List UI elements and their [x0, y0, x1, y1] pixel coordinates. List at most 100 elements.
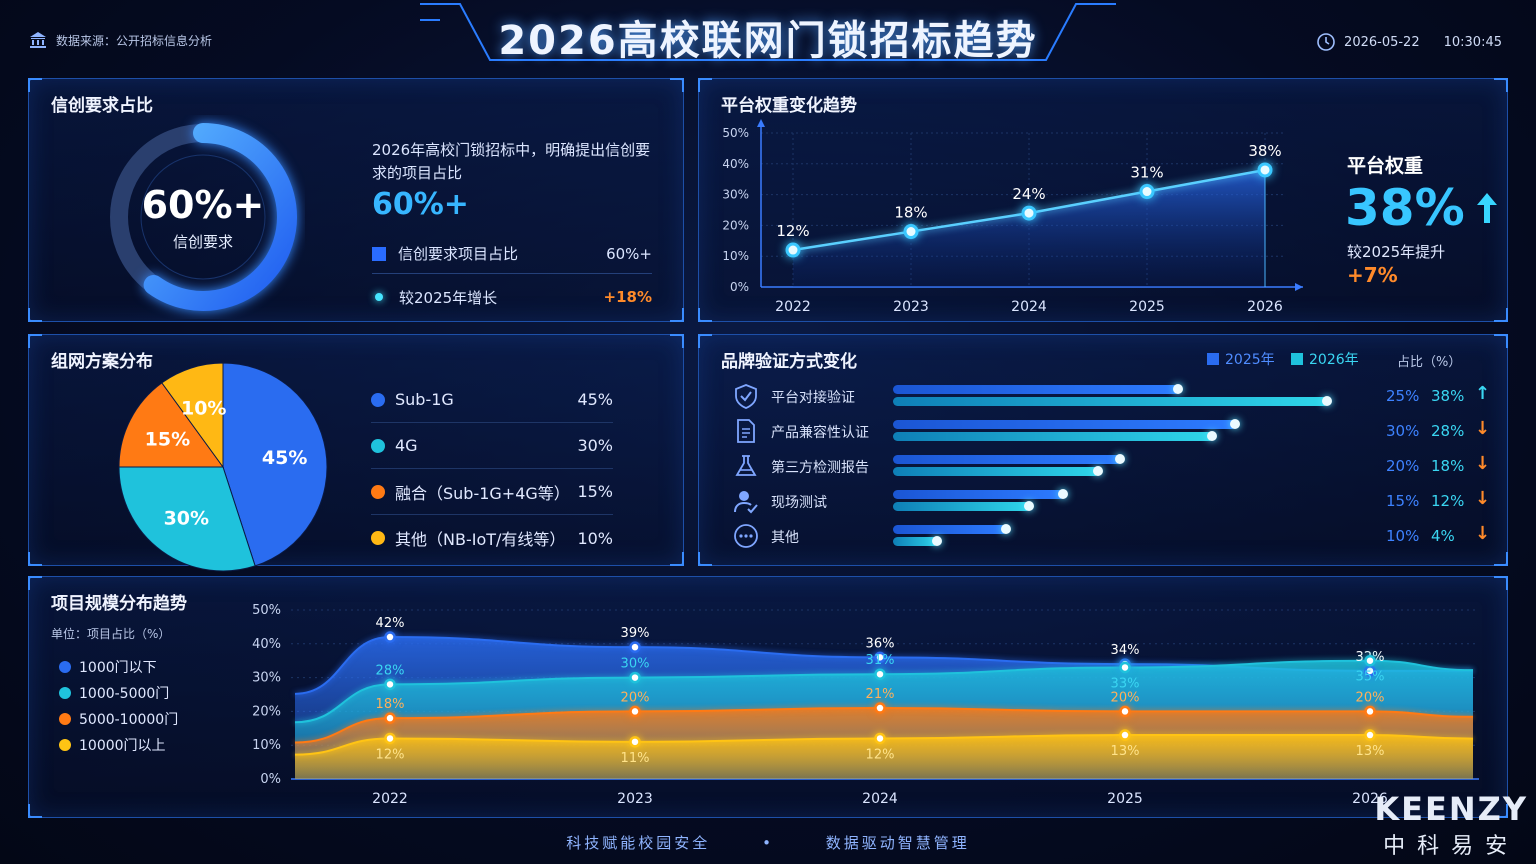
- bar-row: 其他 10% 4% ↓: [729, 519, 1490, 553]
- scale-panel: 项目规模分布趋势 单位：项目占比（%） 1000门以下 1000-5000门 500…: [28, 576, 1508, 818]
- x-tick-label: 2026: [1352, 791, 1388, 807]
- value-2026: 18%: [1431, 457, 1465, 475]
- clock-icon: [1317, 33, 1335, 51]
- legend-item: 1000门以下: [59, 657, 157, 677]
- data-point: [1364, 654, 1376, 667]
- x-tick-label: 2025: [1129, 299, 1165, 315]
- data-point: [629, 705, 641, 718]
- panel-title: 项目规模分布趋势: [51, 594, 187, 614]
- bar-label: 现场测试: [771, 495, 827, 511]
- data-point: [1139, 184, 1155, 200]
- data-point: [384, 712, 396, 724]
- platform-panel: 平台权重变化趋势 0% 10% 20% 30% 40% 50% 12% 2022 18% 2023…: [698, 78, 1508, 322]
- legend-label: Sub-1G: [395, 390, 454, 409]
- row-label: 信创要求项目占比: [398, 245, 519, 263]
- legend-dot: [371, 531, 385, 545]
- description: 2026年高校门锁招标中，明确提出信创要求的项目占比: [372, 141, 651, 182]
- row-value: +18%: [603, 288, 652, 306]
- value-2025: 10%: [1386, 527, 1420, 545]
- y-tick-label: 0%: [260, 772, 281, 787]
- value-2025: 30%: [1386, 422, 1420, 440]
- legend-dot: [371, 484, 385, 499]
- area-fill: [295, 735, 1473, 779]
- data-point: [384, 678, 396, 691]
- x-tick-label: 2024: [1011, 299, 1047, 315]
- bar-label: 第三方检测报告: [771, 460, 869, 476]
- x-tick-label: 2022: [775, 299, 811, 315]
- pie-chart: 45% 30% 15% 10%: [118, 362, 328, 572]
- data-label: 20%: [1111, 690, 1140, 705]
- legend-item: 4G 30%: [371, 423, 613, 469]
- bar-2025: [893, 419, 1241, 429]
- value-2026: 28%: [1431, 422, 1465, 440]
- legend-swatch: [1291, 353, 1303, 365]
- bar-2026: [893, 396, 1332, 406]
- flask-icon: [735, 455, 757, 476]
- legend-dot: [59, 687, 71, 699]
- big-value: 60%+: [372, 187, 469, 222]
- kpi-value: 38%: [1345, 179, 1465, 237]
- legend-label: 10000门以上: [79, 738, 166, 754]
- arrow-down-icon: ↓: [1475, 418, 1491, 439]
- data-point: [874, 702, 886, 714]
- slice-label: 10%: [181, 398, 226, 420]
- data-label: 28%: [376, 663, 405, 678]
- network-panel: 组网方案分布 45% 30% 15% 10% Sub-1G 45% 4G 30% 融合…: [28, 334, 684, 572]
- data-label: 31%: [1130, 164, 1163, 182]
- kpi-title: 平台权重: [1347, 155, 1424, 177]
- y-tick-label: 20%: [722, 218, 749, 232]
- data-label: 30%: [621, 657, 650, 672]
- donut-inner-ring: [140, 154, 266, 280]
- date-text: 2026-05-22: [1344, 34, 1420, 50]
- data-label: 42%: [376, 616, 405, 631]
- data-point: [785, 242, 801, 258]
- x-tick-label: 2023: [617, 791, 653, 807]
- data-point: [1257, 162, 1273, 178]
- unit-label: 占比（%）: [1397, 355, 1462, 370]
- brand-en: KEENZY: [1374, 790, 1528, 828]
- data-point: [874, 732, 886, 745]
- value-2025: 20%: [1386, 457, 1420, 475]
- shield-check-icon: [735, 384, 757, 409]
- footer-dot: •: [762, 834, 774, 852]
- data-label: 21%: [866, 687, 895, 702]
- data-label: 34%: [1111, 643, 1140, 658]
- donut-arc: [143, 123, 297, 311]
- legend-2026: 2026年: [1291, 349, 1359, 369]
- area-chart: 0% 10% 20% 30% 40% 50% 2022 2023 2024 2025 2026 42%…: [252, 603, 1479, 807]
- line-chart: 0% 10% 20% 30% 40% 50% 12% 2022 18% 2023 24% 2024 31…: [722, 119, 1303, 315]
- data-label: 31%: [866, 653, 895, 668]
- x-tick-label: 2023: [893, 299, 929, 315]
- panel-title: 品牌验证方式变化: [721, 352, 857, 372]
- stat-row: 较2025年增长 +18%: [372, 277, 652, 317]
- document-icon: [737, 419, 755, 443]
- data-point: [629, 736, 641, 748]
- legend-label: 5000-10000门: [79, 712, 179, 728]
- y-tick-label: 40%: [722, 157, 749, 171]
- bar-2026: [893, 466, 1103, 476]
- data-label: 24%: [1012, 185, 1045, 203]
- data-source: 数据来源：公开招标信息分析: [28, 30, 212, 50]
- x-tick-label: 2026: [1247, 299, 1283, 315]
- kpi-value-wrap: 38%: [1345, 179, 1499, 237]
- data-label: 11%: [621, 751, 650, 766]
- legend-value: 45%: [577, 390, 613, 409]
- y-tick-label: 40%: [252, 637, 281, 652]
- value-2026: 4%: [1431, 527, 1455, 545]
- pie-slice: [118, 466, 256, 572]
- arrow-up-icon: [1476, 193, 1497, 223]
- data-point: [874, 651, 886, 664]
- unit-label: 单位：项目占比（%）: [51, 627, 171, 641]
- data-label: 12%: [776, 222, 809, 240]
- y-tick-label: 0%: [730, 280, 749, 294]
- data-label: 18%: [894, 204, 927, 222]
- legend-dot: [371, 392, 385, 407]
- legend-dot: [59, 739, 71, 751]
- data-label: 13%: [1356, 744, 1385, 759]
- brand-cn: 中科易安: [1383, 834, 1520, 859]
- x-tick-label: 2022: [372, 791, 408, 807]
- y-tick-label: 30%: [252, 671, 281, 686]
- legend-value: 30%: [577, 436, 613, 455]
- y-axis-arrow: [757, 119, 765, 127]
- legend-label: 2026年: [1309, 352, 1359, 368]
